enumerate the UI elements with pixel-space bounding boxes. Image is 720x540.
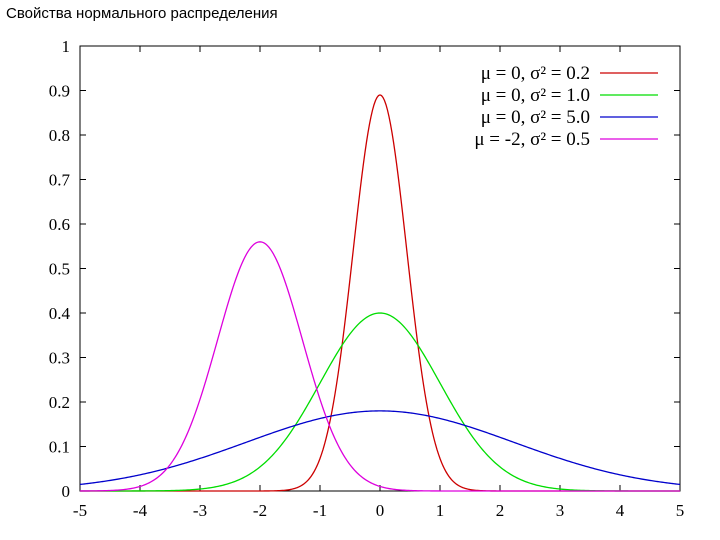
- legend-label: μ = 0, σ² = 0.2: [481, 63, 590, 84]
- y-tick-label: 0.5: [49, 260, 70, 279]
- y-tick-label: 0.9: [49, 82, 70, 101]
- x-tick-label: -1: [313, 501, 327, 520]
- y-tick-label: 0.4: [49, 304, 71, 323]
- legend-label: μ = 0, σ² = 5.0: [481, 107, 590, 128]
- chart-legend: μ = 0, σ² = 0.2μ = 0, σ² = 1.0μ = 0, σ² …: [474, 63, 658, 150]
- legend-label: μ = -2, σ² = 0.5: [474, 129, 590, 150]
- chart-series: [79, 94, 681, 492]
- x-tick-label: 0: [376, 501, 385, 520]
- x-tick-label: 4: [616, 501, 625, 520]
- x-tick-label: -5: [73, 501, 87, 520]
- x-tick-label: -3: [193, 501, 207, 520]
- y-tick-label: 0.6: [49, 215, 70, 234]
- y-tick-label: 0.8: [49, 126, 70, 145]
- x-tick-label: 2: [496, 501, 505, 520]
- series-line-3: [79, 410, 681, 486]
- y-tick-label: 1: [62, 37, 71, 56]
- series-line-2: [80, 312, 680, 492]
- legend-label: μ = 0, σ² = 1.0: [481, 85, 590, 106]
- x-tick-label: 1: [436, 501, 445, 520]
- y-tick-label: 0.2: [49, 393, 70, 412]
- x-tick-label: 3: [556, 501, 565, 520]
- chart-ticks: -5 -4 -3 -2 -1 0 1 2 3 4 5 0 0.1 0.2 0.3 0.4 0.5 0.6 0.7 0.…: [49, 37, 685, 520]
- series-line-4: [79, 241, 680, 492]
- chart-axes: [79, 45, 681, 492]
- page-title: Свойства нормального распределения: [6, 5, 278, 22]
- series-line-1: [80, 94, 680, 492]
- y-tick-label: 0: [62, 482, 71, 501]
- y-tick-label: 0.1: [49, 438, 70, 457]
- x-tick-label: 5: [676, 501, 685, 520]
- x-tick-label: -2: [253, 501, 267, 520]
- plot-frame: [79, 45, 681, 492]
- x-tick-label: -4: [133, 501, 148, 520]
- y-tick-label: 0.3: [49, 349, 70, 368]
- y-tick-label: 0.7: [49, 171, 71, 190]
